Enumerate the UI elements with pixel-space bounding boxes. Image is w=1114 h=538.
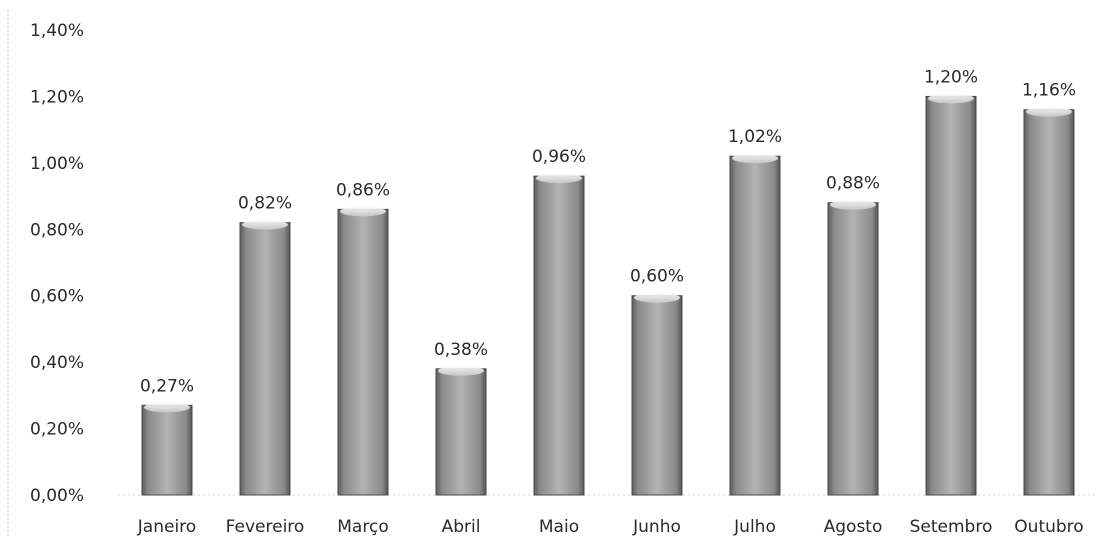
data-label: 0,86%	[336, 180, 390, 200]
bars	[141, 93, 1075, 496]
x-tick-label: Agosto	[824, 517, 883, 537]
y-axis-ticks: 0,00% 0,20% 0,40% 0,60% 0,80% 1,00% 1,20% 1,40%	[30, 21, 84, 506]
bar	[827, 202, 879, 496]
bar	[435, 368, 487, 496]
y-tick-label: 0,00%	[30, 486, 84, 506]
y-tick-label: 1,40%	[30, 21, 84, 41]
x-tick-label: Outubro	[1014, 517, 1083, 537]
bar-highlight	[928, 93, 974, 104]
data-label: 1,02%	[728, 127, 782, 147]
x-tick-label: Maio	[539, 517, 579, 537]
bar	[631, 295, 683, 496]
y-tick-label: 1,00%	[30, 154, 84, 174]
x-tick-label: Março	[337, 517, 388, 537]
y-tick-label: 0,60%	[30, 287, 84, 307]
x-tick-label: Setembro	[910, 517, 993, 537]
x-axis-labels: Janeiro Fevereiro Março Abril Maio Junho Julho…	[137, 517, 1084, 537]
x-tick-label: Junho	[632, 517, 681, 537]
x-tick-label: Abril	[442, 517, 481, 537]
bar-highlight	[242, 219, 288, 230]
data-label: 1,16%	[1022, 81, 1076, 101]
x-tick-label: Janeiro	[137, 517, 196, 537]
data-label: 0,88%	[826, 174, 880, 194]
bar	[1023, 109, 1075, 496]
data-label: 0,60%	[630, 267, 684, 287]
bar-highlight	[438, 365, 484, 376]
data-label: 0,38%	[434, 340, 488, 360]
bar-highlight	[340, 206, 386, 217]
data-label: 1,20%	[924, 67, 978, 87]
bar-highlight	[634, 292, 680, 303]
data-label: 0,27%	[140, 376, 194, 396]
data-label: 0,82%	[238, 194, 292, 214]
y-tick-label: 0,80%	[30, 220, 84, 240]
y-tick-label: 1,20%	[30, 87, 84, 107]
x-tick-label: Julho	[733, 517, 776, 537]
bar-highlight	[830, 199, 876, 210]
data-label: 0,96%	[532, 147, 586, 167]
y-tick-label: 0,40%	[30, 353, 84, 373]
bar	[533, 175, 585, 496]
bar-highlight	[144, 402, 190, 413]
x-tick-label: Fevereiro	[226, 517, 305, 537]
bar-highlight	[1026, 106, 1072, 117]
bar	[141, 404, 193, 496]
data-labels: 0,27% 0,82% 0,86% 0,38% 0,96% 0,60% 1,02% 0,88%…	[140, 67, 1076, 396]
bar	[239, 222, 291, 496]
bar	[729, 155, 781, 496]
y-tick-label: 0,20%	[30, 420, 84, 440]
bar-highlight	[536, 173, 582, 184]
bar-highlight	[732, 153, 778, 164]
bar	[337, 208, 389, 496]
bar	[925, 95, 977, 496]
